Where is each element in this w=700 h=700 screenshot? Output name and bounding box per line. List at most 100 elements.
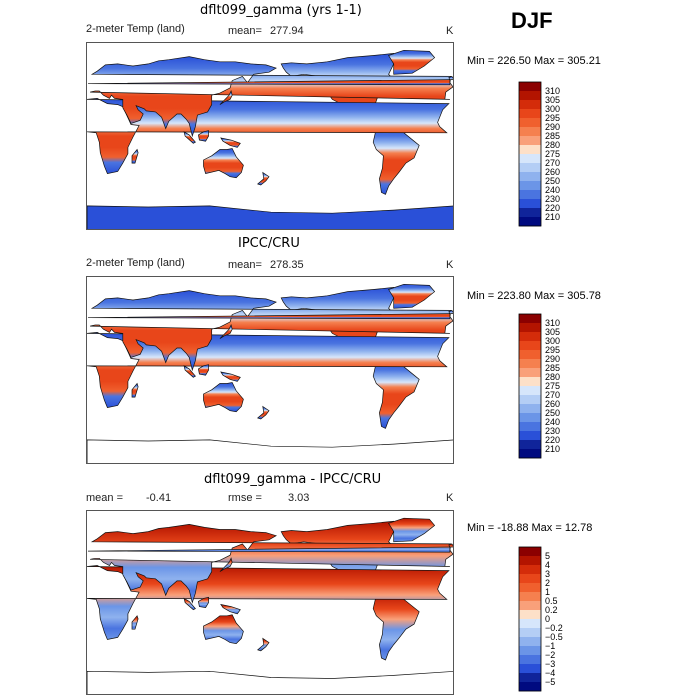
colorbar-tick-label: 4 [545,560,550,570]
panel2-mean-label: mean= [228,259,262,271]
colorbar-swatch [519,682,541,692]
colorbar-tick-label: 230 [545,426,560,436]
colorbar-tick-label: 2 [545,578,550,588]
panel3-map [86,510,454,695]
colorbar-swatch [519,404,541,414]
panel3-rmse-label: rmse = [228,492,262,504]
continent-antarctica [87,205,453,229]
colorbar-swatch [519,109,541,119]
colorbar-swatch [519,118,541,128]
colorbar-tick-label: 250 [545,176,560,186]
colorbar-tick-label: 0 [545,614,550,624]
continent-new-zealand [256,171,270,186]
panel1-mean-value: 277.94 [270,25,304,37]
panel3-unit: K [446,492,454,504]
colorbar-tick-label: 310 [545,318,560,328]
colorbar-swatch [519,655,541,665]
colorbar-tick-label: 295 [545,113,560,123]
continent-borneo [198,596,209,608]
colorbar-tick-label: 0.2 [545,605,558,615]
continent-australia [203,148,244,179]
continent-new-guinea [220,371,241,382]
panel2-colorbar: 310 305 300 295 290 285 280 275 270 260 250 240 230 2… [518,313,579,459]
colorbar-tick-label: 210 [545,212,560,222]
colorbar-tick-label: 5 [545,551,550,561]
continent-south-america [372,125,420,195]
colorbar-swatch [519,413,541,423]
colorbar-tick-label: −4 [545,668,555,678]
continent-sumatra [183,131,196,144]
panel2-map [86,276,454,464]
colorbar-swatch [519,82,541,92]
colorbar-swatch [519,368,541,378]
colorbar-tick-label: 285 [545,363,560,373]
colorbar-swatch [519,565,541,575]
colorbar-tick-label: 220 [545,435,560,445]
panel1-colorbar: 310 305 300 295 290 285 280 275 270 260 250 240 230 2… [518,81,579,227]
colorbar-tick-label: 290 [545,122,560,132]
panel1-mean-label: mean= [228,25,262,37]
colorbar-swatch [519,350,541,360]
continent-japan [219,89,233,105]
continent-greenland [388,517,436,543]
colorbar-swatch [519,154,541,164]
colorbar-swatch [519,395,541,405]
colorbar-swatch [519,145,541,155]
continent-new-guinea [220,137,241,148]
colorbar-tick-label: 295 [545,345,560,355]
panel3-mean-label: mean = [86,492,123,504]
continent-new-zealand [256,405,270,420]
continent-africa [87,98,450,175]
continent-borneo [198,364,209,376]
colorbar-swatch [519,91,541,101]
colorbar-swatch [519,422,541,432]
colorbar-swatch [519,619,541,629]
colorbar-swatch [519,440,541,450]
colorbar-tick-label: 240 [545,185,560,195]
panel2-minmax: Min = 223.80 Max = 305.78 [467,290,601,302]
colorbar-tick-label: 210 [545,444,560,454]
colorbar-swatch [519,601,541,611]
colorbar-tick-label: 3 [545,569,550,579]
continent-south-america [372,359,420,429]
colorbar-swatch [519,592,541,602]
colorbar-swatch [519,127,541,137]
colorbar-tick-label: 285 [545,131,560,141]
continent-japan [219,557,233,572]
colorbar-swatch [519,574,541,584]
colorbar-tick-label: 300 [545,104,560,114]
colorbar-tick-label: 300 [545,336,560,346]
continent-australia [203,614,244,644]
colorbar-tick-label: 275 [545,381,560,391]
panel3-mean-value: -0.41 [146,492,172,504]
panel1-unit: K [446,25,454,37]
colorbar-swatch [519,181,541,191]
continent-borneo [198,130,209,142]
colorbar-swatch [519,163,541,173]
continent-africa [87,565,450,640]
colorbar-swatch [519,547,541,557]
colorbar-tick-label: −0.2 [545,623,563,633]
colorbar-swatch [519,628,541,638]
colorbar-tick-label: 240 [545,417,560,427]
continent-new-guinea [220,603,241,615]
colorbar-tick-label: 290 [545,354,560,364]
season-label: DJF [511,8,553,33]
colorbar-tick-label: 230 [545,194,560,204]
continent-greenland [388,283,436,309]
colorbar-swatch [519,664,541,674]
colorbar-swatch [519,199,541,209]
panel2-mean-value: 278.35 [270,259,304,271]
continent-australia [203,382,244,413]
panel1-variable-label: 2-meter Temp (land) [86,23,185,35]
continent-madagascar [131,615,139,630]
colorbar-swatch [519,341,541,351]
panel1-minmax: Min = 226.50 Max = 305.21 [467,55,601,67]
colorbar-swatch [519,637,541,647]
colorbar-tick-label: 280 [545,140,560,150]
panel3-minmax: Min = -18.88 Max = 12.78 [467,522,593,534]
continent-madagascar [131,382,139,398]
colorbar-swatch [519,100,541,110]
continent-eurasia [90,290,453,372]
colorbar-swatch [519,386,541,396]
